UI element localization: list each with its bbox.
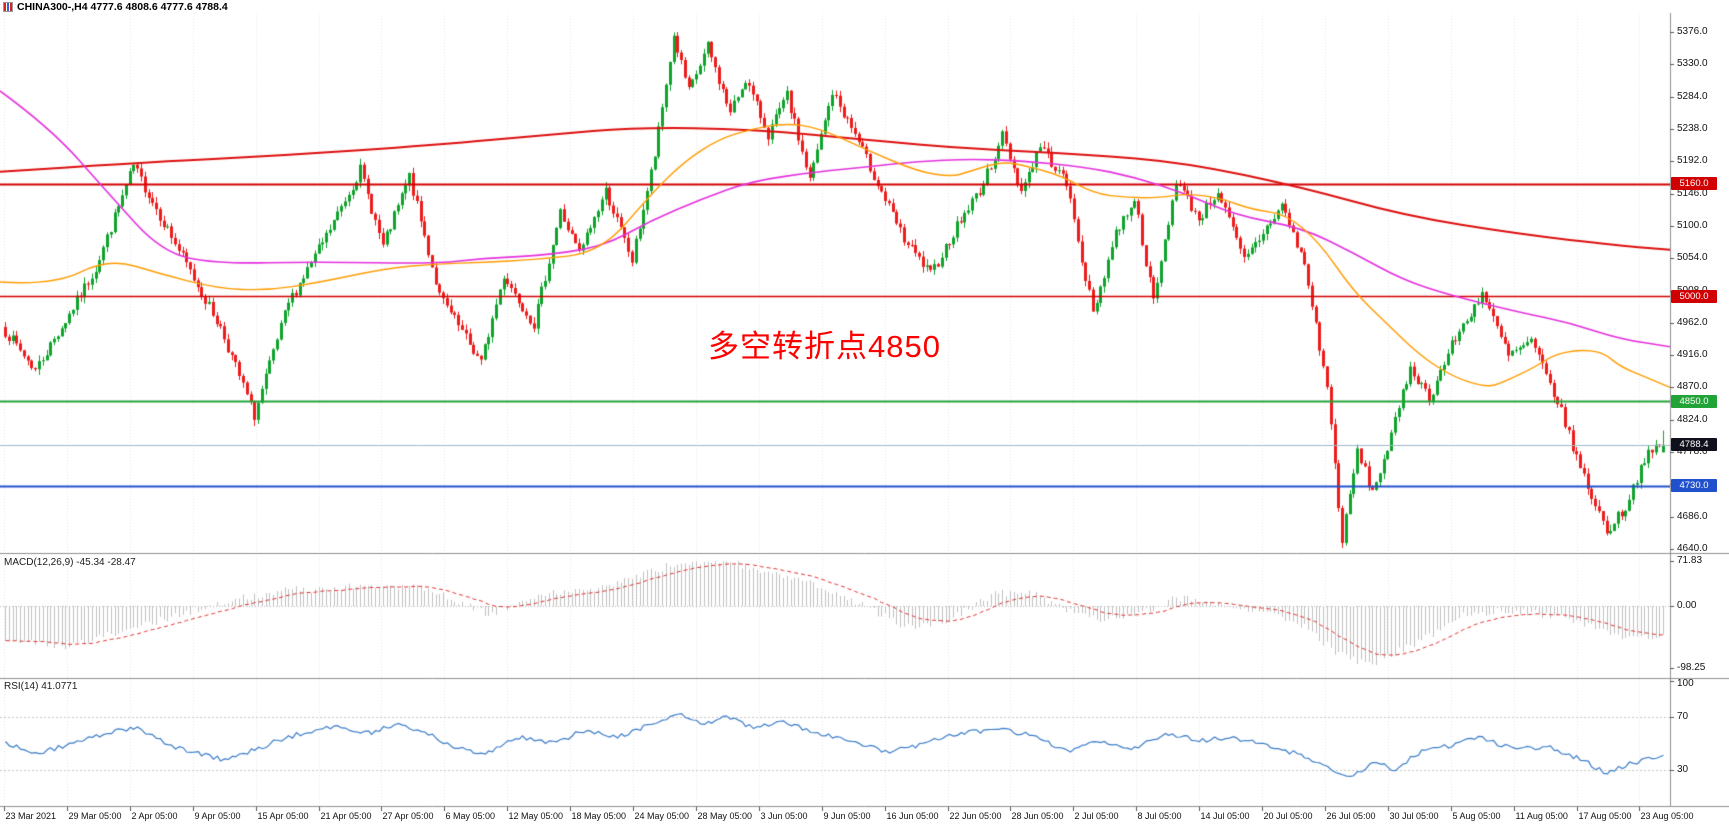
chart-annotation-text[interactable]: 多空转折点4850: [708, 329, 941, 364]
symbol-ohlc-text: CHINA300-,H4 4777.6 4808.6 4777.6 4788.4: [17, 1, 228, 13]
symbol-info-bar: CHINA300-,H4 4777.6 4808.6 4777.6 4788.4: [3, 1, 228, 13]
price-axis[interactable]: [1670, 13, 1729, 806]
macd-indicator-label: MACD(12,26,9) -45.34 -28.47: [4, 557, 136, 568]
time-axis[interactable]: [0, 806, 1729, 830]
chart-icon: [3, 2, 13, 12]
rsi-indicator-label: RSI(14) 41.0771: [4, 681, 78, 692]
